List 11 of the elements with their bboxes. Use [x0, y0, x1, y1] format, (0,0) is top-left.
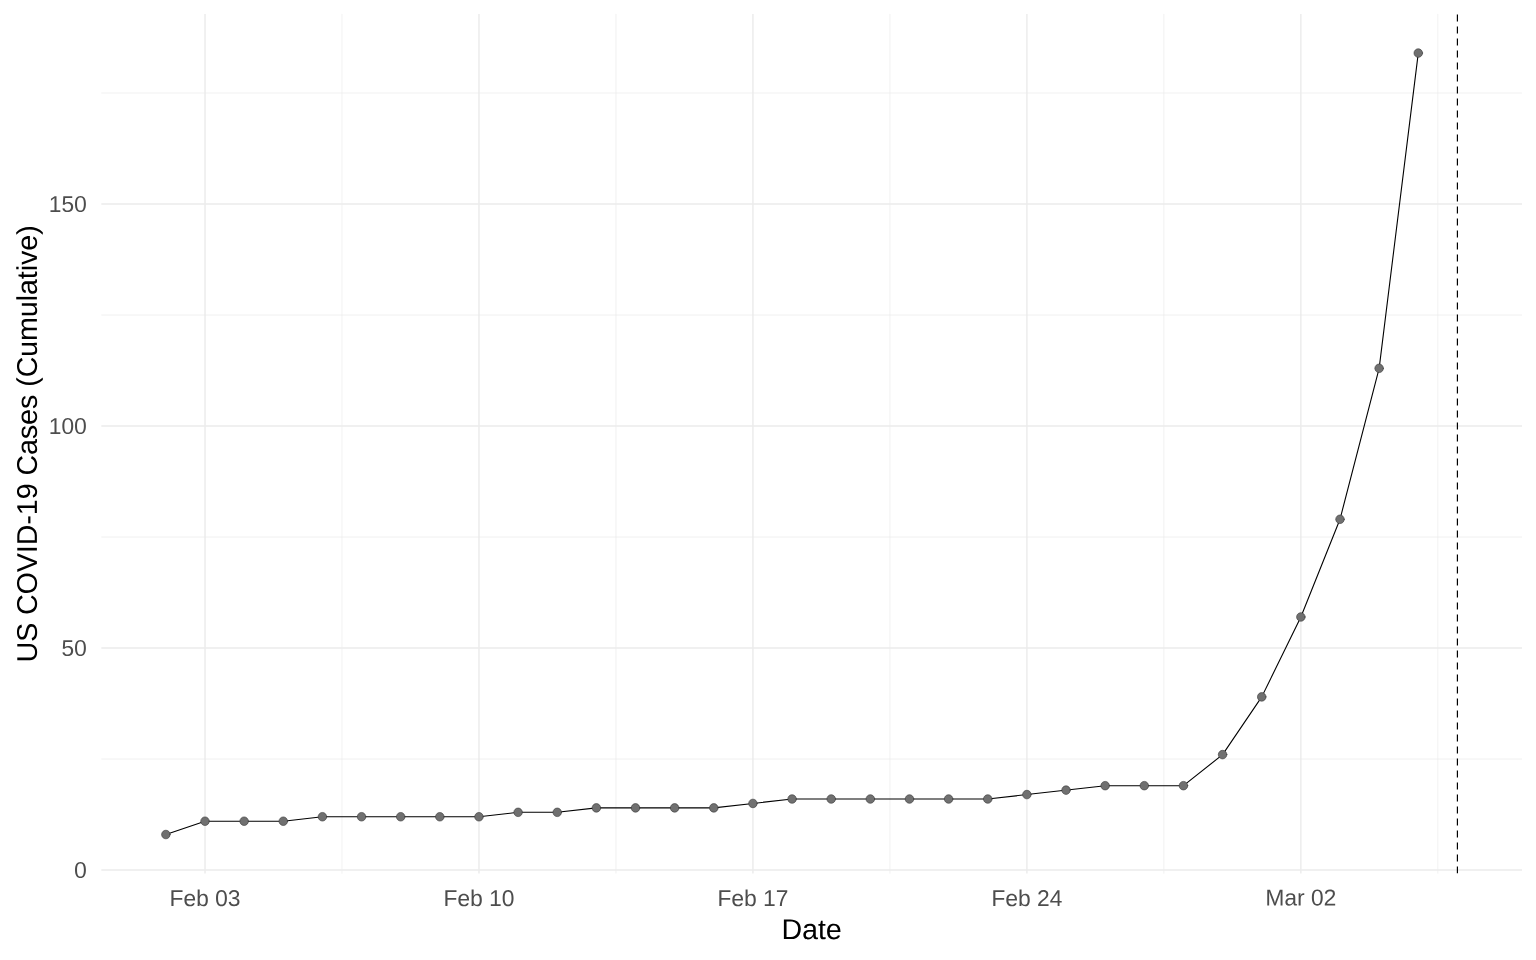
x-tick-label: Feb 10	[445, 889, 514, 907]
y-tick-label: 0	[75, 861, 86, 879]
x-tick-label: Mar 02	[1267, 889, 1336, 906]
x-tick-label: Feb 24	[993, 889, 1062, 907]
x-tick-label: Feb 03	[171, 889, 240, 907]
y-axis-title: US COVID-19 Cases (Cumulative)	[16, 227, 43, 661]
x-axis-title: Date	[783, 919, 841, 940]
y-tick-label: 50	[62, 639, 86, 657]
y-tick-label: 150	[50, 195, 86, 213]
x-tick-label: Feb 17	[719, 889, 788, 907]
y-tick-label: 100	[50, 417, 86, 435]
